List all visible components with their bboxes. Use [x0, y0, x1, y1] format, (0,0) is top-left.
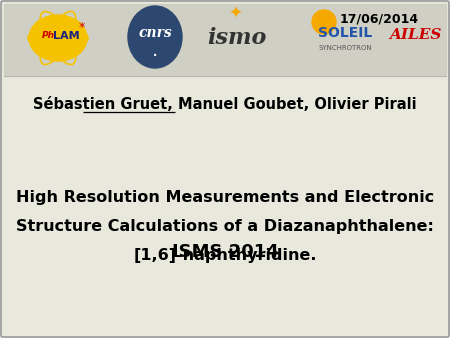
Bar [4, 4, 446, 76]
Text: ✦: ✦ [228, 5, 242, 23]
Text: Sébastien Gruet, Manuel Goubet, Olivier Pirali: Sébastien Gruet, Manuel Goubet, Olivier … [33, 97, 417, 112]
Text: LAM: LAM [53, 31, 79, 41]
Text: AILES: AILES [389, 28, 441, 42]
Text: SOLEIL: SOLEIL [318, 26, 372, 40]
Circle shape [312, 10, 336, 34]
Text: SYNCHROTRON: SYNCHROTRON [318, 45, 372, 51]
Text: High Resolution Measurements and Electronic: High Resolution Measurements and Electro… [16, 190, 434, 205]
Text: ISMS 2014: ISMS 2014 [171, 243, 279, 261]
Text: cnrs: cnrs [138, 26, 172, 40]
Text: *: * [79, 22, 85, 34]
Text: Ph: Ph [41, 31, 54, 41]
Text: 17/06/2014: 17/06/2014 [339, 12, 418, 25]
Text: ismo: ismo [207, 27, 267, 49]
Ellipse shape [128, 6, 182, 68]
Ellipse shape [29, 15, 87, 61]
Text: [1,6]-naphthyridine.: [1,6]-naphthyridine. [133, 248, 317, 263]
Text: Structure Calculations of a Diazanaphthalene:: Structure Calculations of a Diazanaphtha… [16, 219, 434, 234]
Text: .: . [152, 42, 158, 61]
